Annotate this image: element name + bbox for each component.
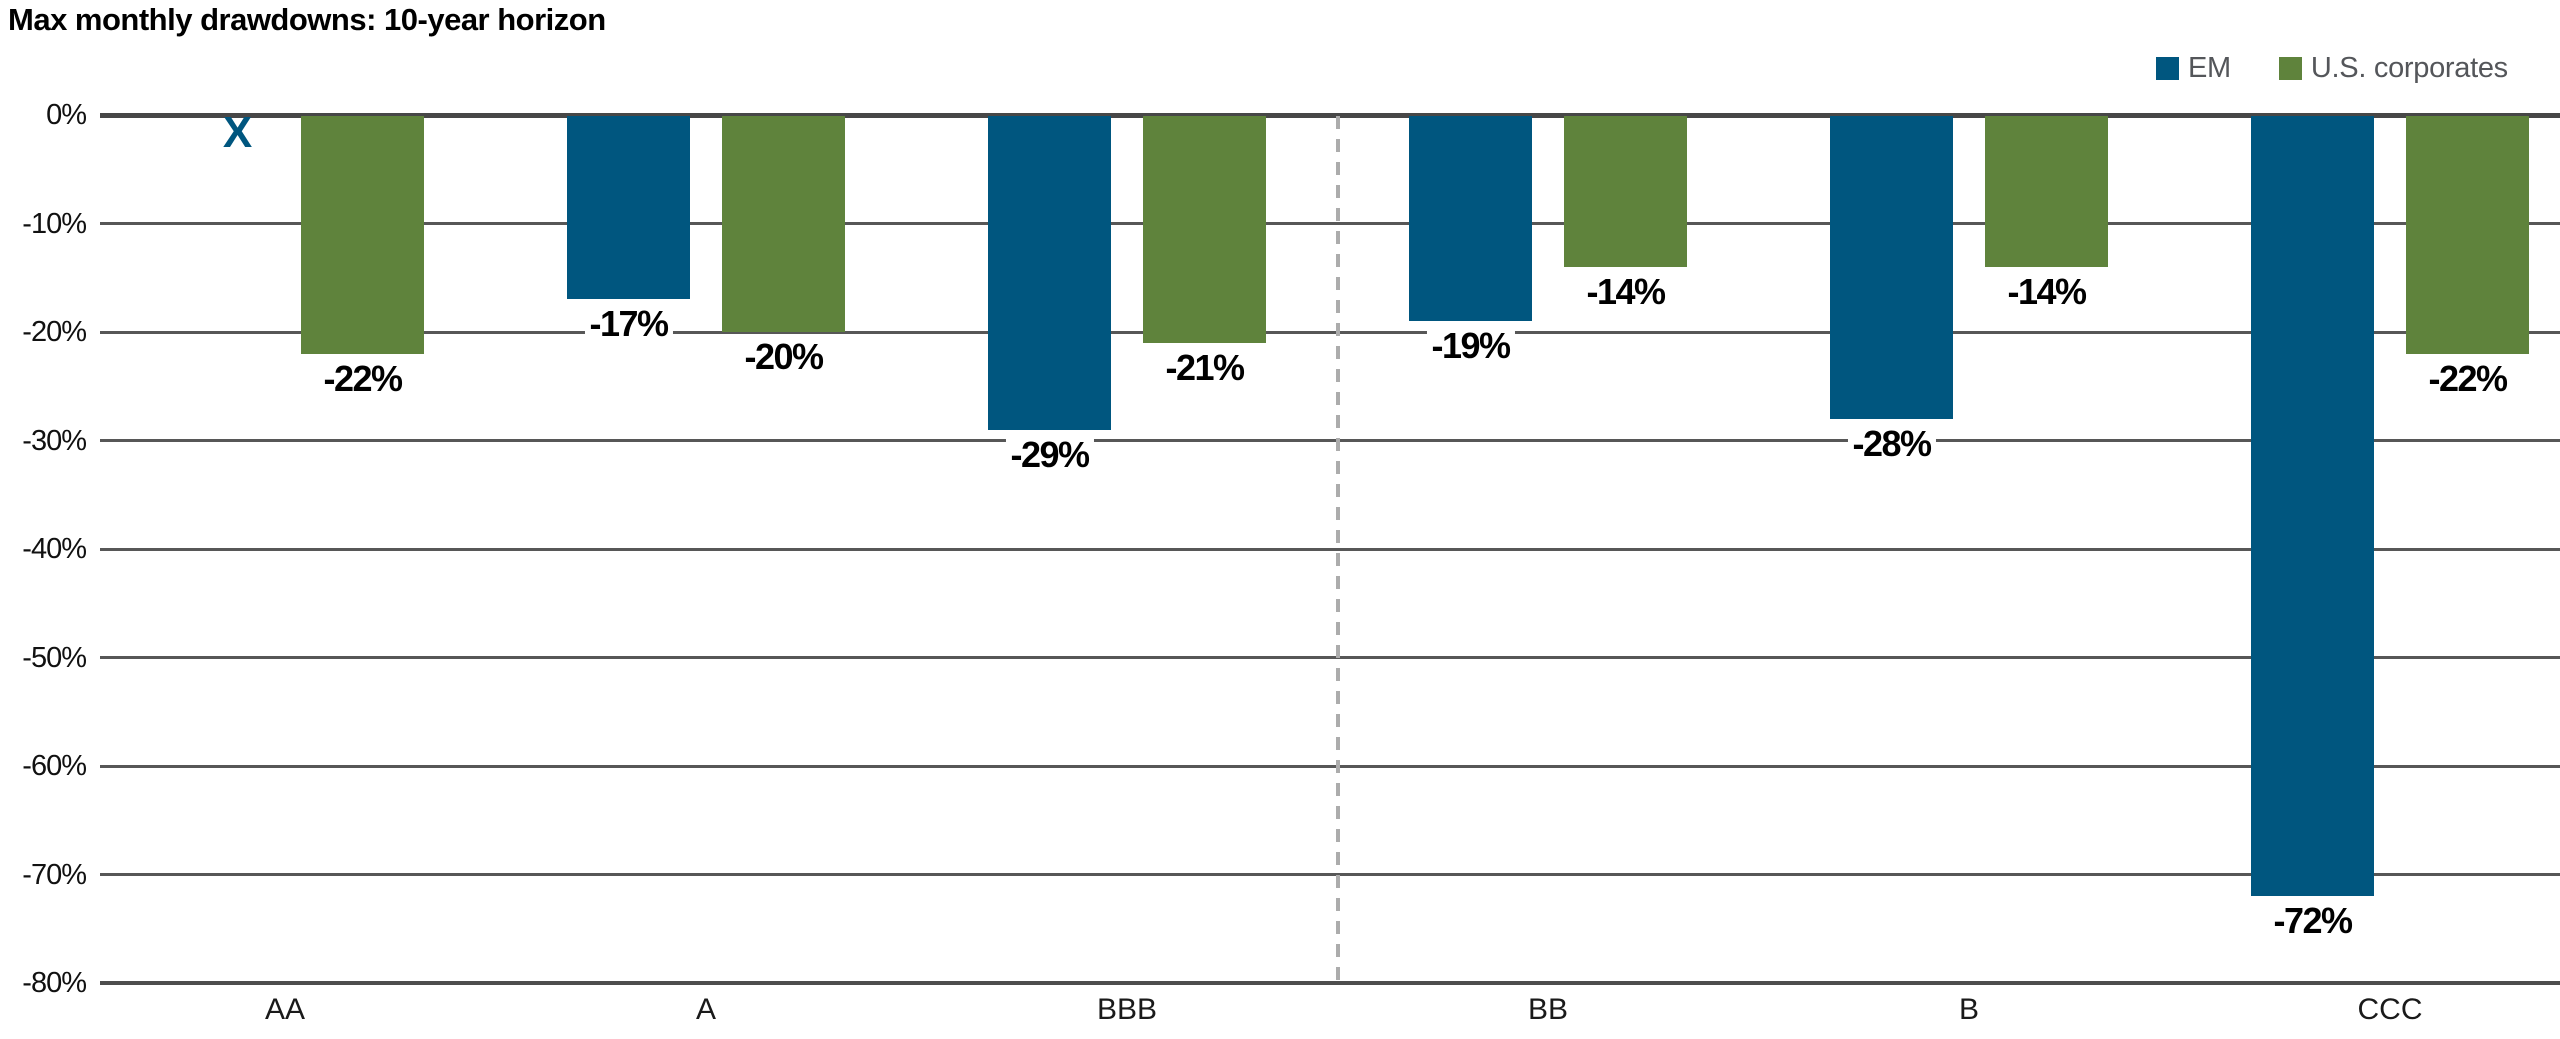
legend-swatch-us-corporates-icon: [2278, 57, 2302, 80]
legend-label-em: EM: [2188, 52, 2231, 84]
bar-em-bbb: [988, 116, 1111, 430]
bar-u-s-corporates-aa: [301, 116, 424, 354]
gridline--60%: [100, 764, 2560, 768]
value-label-u-s-corporates-bb: -14%: [1581, 271, 1670, 312]
legend-swatch-em-icon: [2156, 57, 2179, 80]
gridline--80%: [100, 981, 2560, 985]
y-axis-tick-label: 0%: [46, 99, 87, 131]
legend-label-us-corporates: U.S. corporates: [2310, 52, 2508, 84]
gridline--70%: [100, 873, 2560, 876]
bar-em-ccc: [2251, 116, 2374, 897]
missing-data-marker-em-aa: X: [222, 108, 253, 157]
gridline--40%: [100, 547, 2560, 551]
y-axis-tick-label: -20%: [22, 316, 87, 348]
y-axis-tick-label: -30%: [22, 424, 87, 457]
value-label-em-bb: -19%: [1426, 326, 1515, 367]
gridline--20%: [100, 330, 2560, 334]
gridline--50%: [100, 656, 2560, 659]
legend-item-em: EM: [2156, 52, 2231, 85]
value-label-em-bbb: -29%: [1005, 434, 1094, 475]
value-label-u-s-corporates-aa: -22%: [318, 358, 407, 399]
category-label-ccc: CCC: [2357, 993, 2423, 1026]
legend-item-us-corporates: U.S. corporates: [2278, 52, 2508, 85]
legend: EM U.S. corporates: [2156, 52, 2508, 85]
gridline-0%: [100, 112, 2560, 118]
y-axis-tick-label: -60%: [22, 750, 87, 782]
y-axis-tick-label: -50%: [22, 641, 87, 674]
category-label-a: A: [695, 993, 717, 1026]
bar-u-s-corporates-b: [1985, 116, 2108, 267]
value-label-u-s-corporates-b: -14%: [2002, 271, 2091, 312]
bar-u-s-corporates-ccc: [2406, 116, 2529, 354]
bar-u-s-corporates-bbb: [1143, 116, 1266, 343]
bar-em-bb: [1409, 116, 1532, 322]
category-label-b: B: [1958, 993, 1980, 1026]
y-axis-tick-label: -40%: [22, 533, 87, 565]
value-label-u-s-corporates-ccc: -22%: [2423, 358, 2512, 399]
category-label-bbb: BBB: [1096, 993, 1158, 1026]
value-label-em-b: -28%: [1847, 423, 1936, 464]
category-label-aa: AA: [264, 993, 306, 1026]
value-label-em-ccc: -72%: [2268, 901, 2357, 942]
gridline--30%: [100, 439, 2560, 442]
ig-hy-divider-line: [1335, 116, 1340, 983]
bar-u-s-corporates-a: [722, 116, 845, 332]
value-label-em-a: -17%: [584, 304, 673, 345]
bar-em-b: [1830, 116, 1953, 419]
y-axis-tick-label: -80%: [22, 967, 87, 999]
chart-title: Max monthly drawdowns: 10-year horizon: [8, 2, 606, 37]
y-axis-tick-label: -70%: [22, 858, 87, 891]
category-label-bb: BB: [1527, 993, 1569, 1026]
value-label-u-s-corporates-bbb: -21%: [1160, 347, 1249, 388]
bar-u-s-corporates-bb: [1564, 116, 1687, 267]
bar-em-a: [567, 116, 690, 300]
gridline--10%: [100, 222, 2560, 225]
y-axis-tick-label: -10%: [22, 207, 87, 240]
value-label-u-s-corporates-a: -20%: [739, 337, 828, 377]
